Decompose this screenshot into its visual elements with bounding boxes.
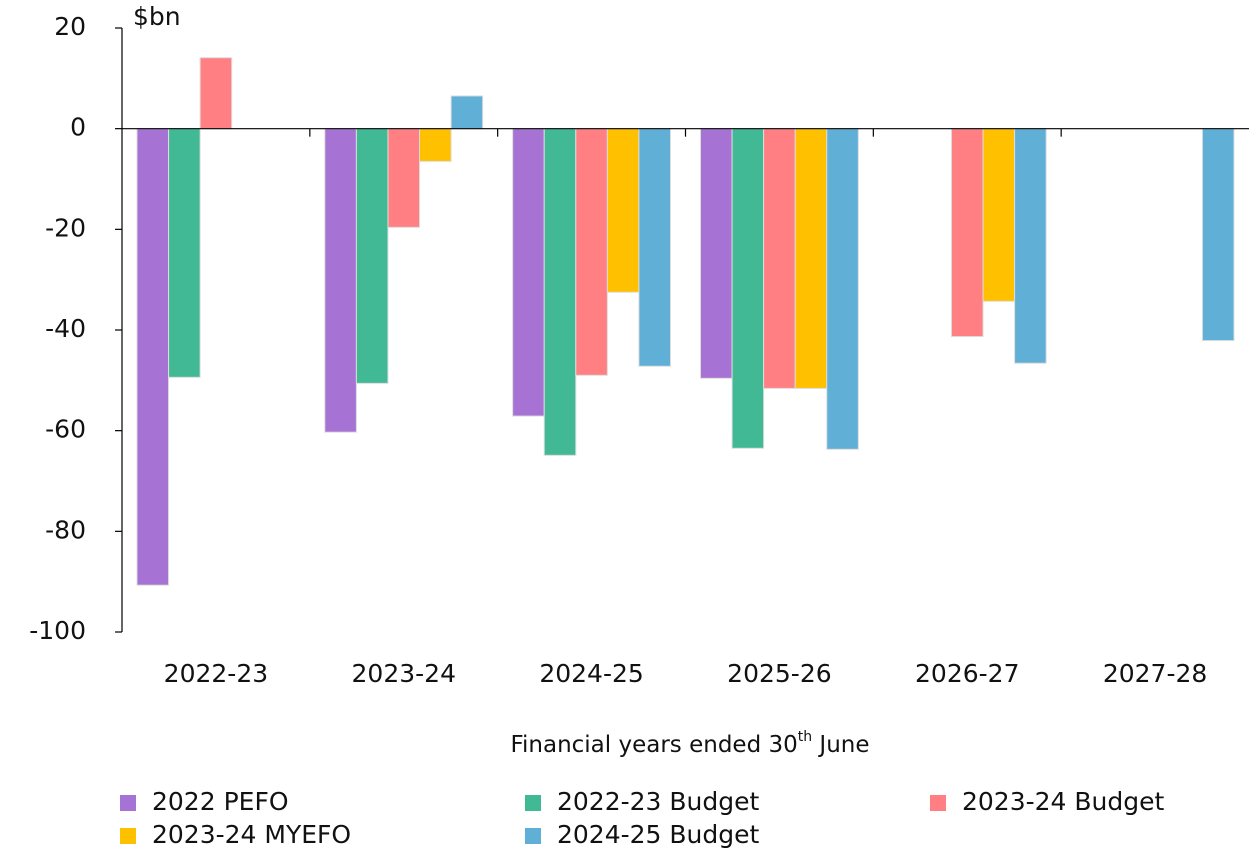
legend-swatch [120,795,136,811]
x-tick-label: 2024-25 [539,659,643,688]
x-axis-title-sup: th [798,729,812,745]
bar [450,95,484,130]
bar [700,128,733,379]
y-tick-label: -20 [45,213,86,242]
x-tick-label: 2027-28 [1103,659,1207,688]
legend-swatch [120,828,136,844]
bar [168,128,201,378]
bar [136,128,170,586]
y-tick-label: -60 [45,415,86,444]
bar [606,128,640,293]
bar [387,128,421,228]
legend-swatch [525,795,541,811]
bar [324,128,357,433]
bar [419,128,452,162]
x-axis-title: Financial years ended 30th June [510,729,869,758]
y-tick-label: -40 [45,314,86,343]
bar [794,128,828,389]
y-tick-label: -80 [45,515,86,544]
legend-label: 2023-24 Budget [962,787,1165,816]
bar [950,128,984,338]
bar [638,128,672,367]
bar [1201,128,1235,342]
y-tick-label: 0 [70,113,86,142]
bar [355,128,389,384]
x-tick-label: 2026-27 [915,659,1019,688]
legend-label: 2023-24 MYEFO [152,820,351,849]
legend-label: 2022 PEFO [152,787,289,816]
y-tick-label: 20 [54,12,86,41]
legend-swatch [930,795,946,811]
x-axis-title-text: Financial years ended 30 [510,732,797,758]
legend-label: 2024-25 Budget [557,820,760,849]
bar [1014,128,1047,364]
y-axis-unit: $bn [133,2,181,31]
legend-swatch [525,828,541,844]
bar [826,128,859,450]
x-tick-label: 2023-24 [352,659,456,688]
bar [512,128,545,417]
bar [199,57,233,130]
y-tick-label: -100 [29,616,86,645]
bar [575,128,608,376]
bar [763,128,796,389]
bar [731,128,765,449]
bar [543,128,577,456]
x-axis-title-rest: June [812,732,869,758]
x-tick-label: 2025-26 [727,659,831,688]
bar [982,128,1016,302]
legend-label: 2022-23 Budget [557,787,760,816]
x-tick-label: 2022-23 [164,659,268,688]
